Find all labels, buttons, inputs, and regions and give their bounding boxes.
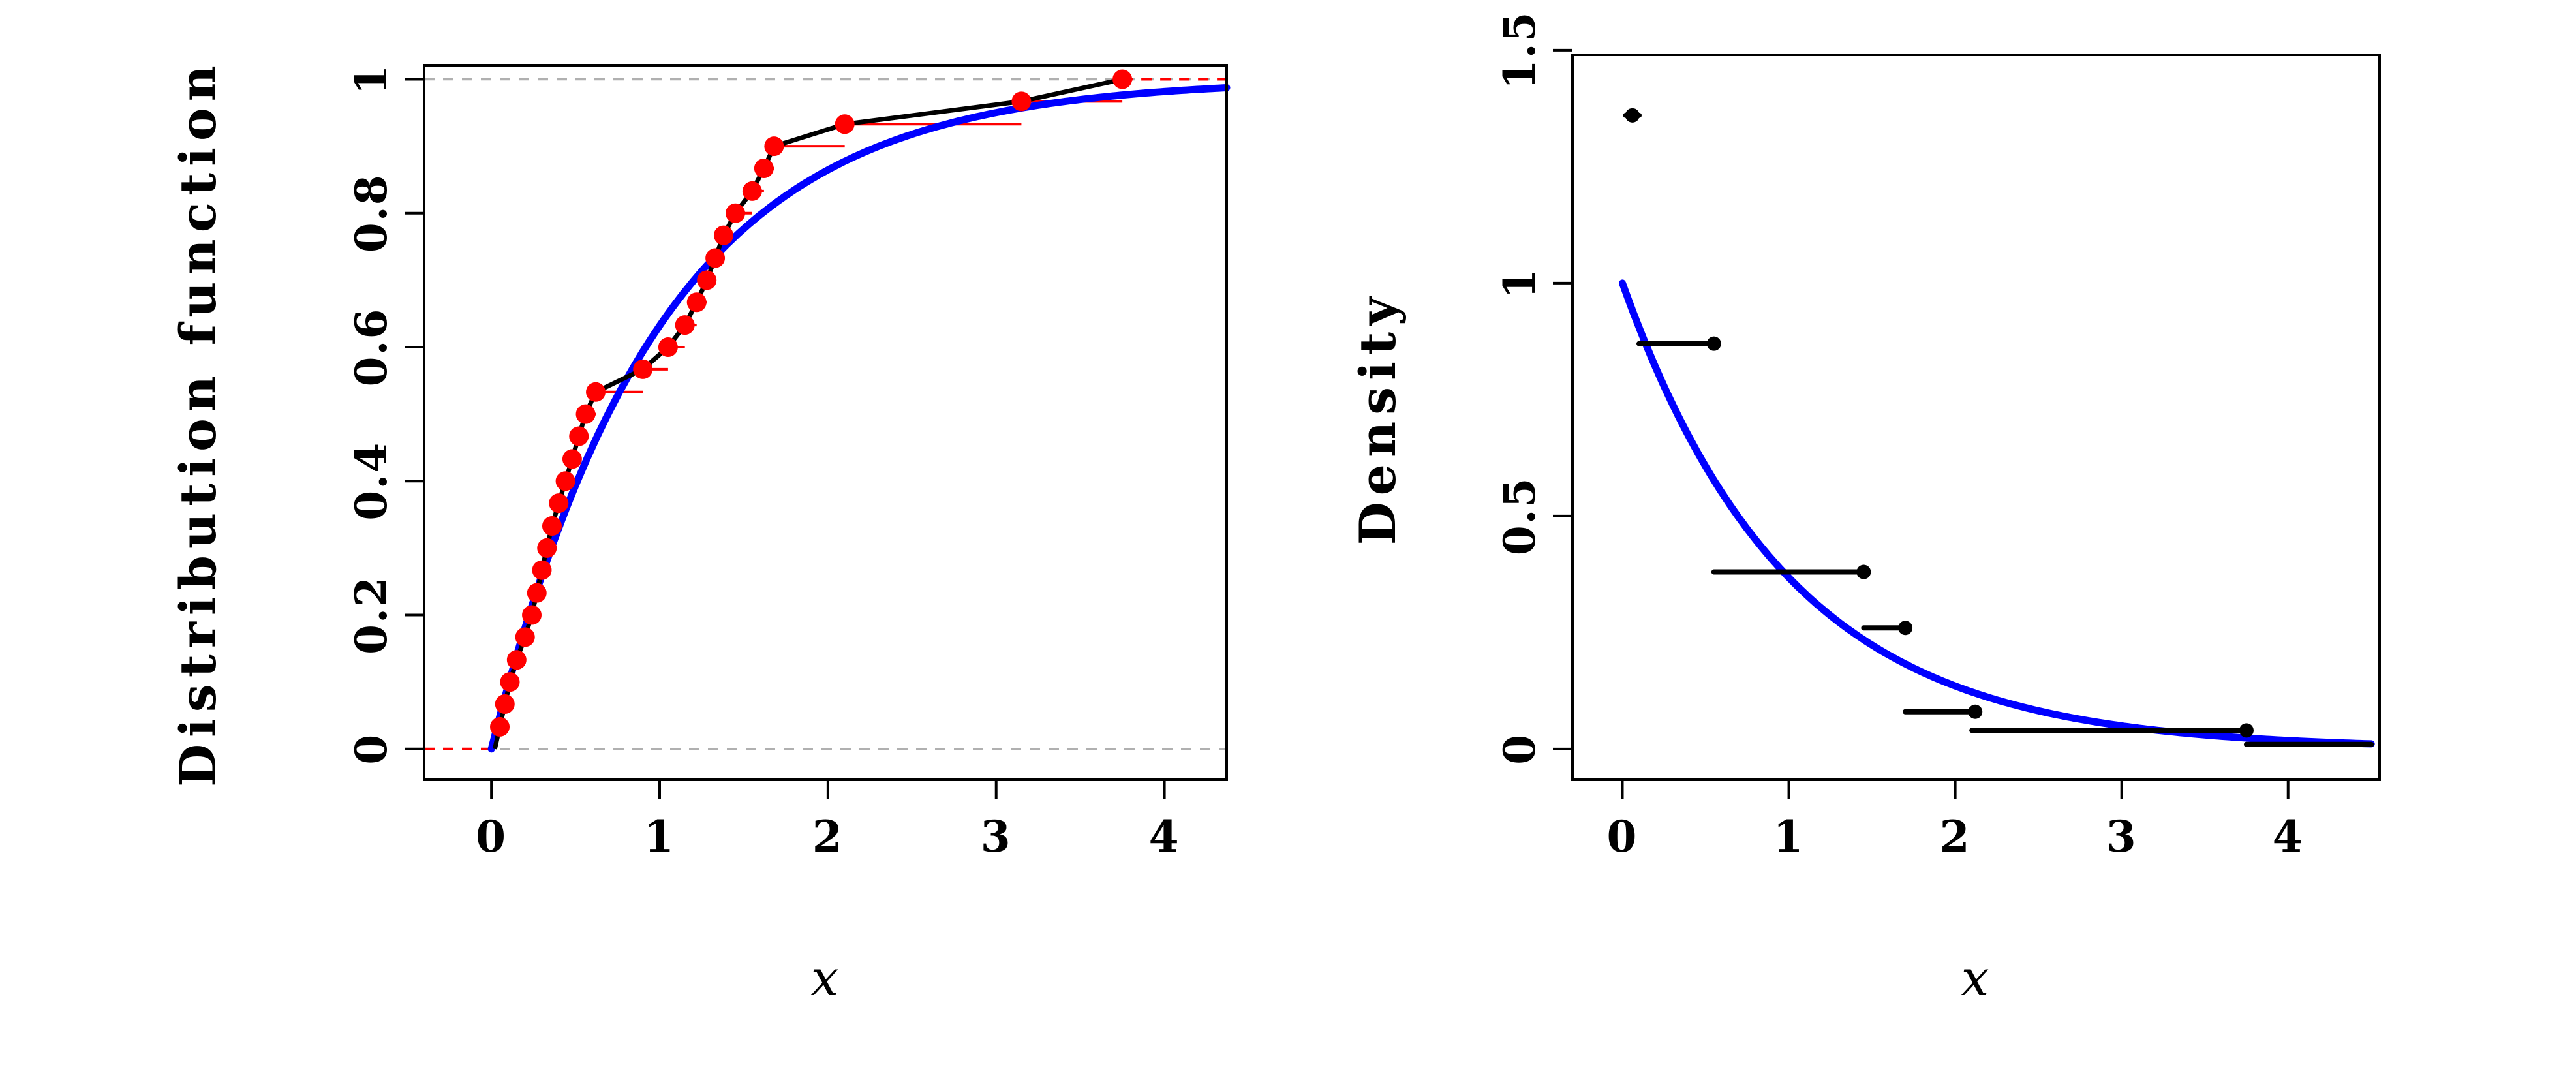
y-tick-label: 0.6 bbox=[346, 308, 397, 387]
right-y-axis-title: Density bbox=[1349, 290, 1407, 545]
ecdf-point bbox=[658, 337, 678, 358]
ecdf-point bbox=[1011, 91, 1032, 112]
ecdf-point bbox=[495, 694, 515, 715]
ecdf-point bbox=[1112, 69, 1133, 89]
x-tick-label: 0 bbox=[1607, 811, 1638, 862]
ecdf-point bbox=[575, 404, 596, 424]
ecdf-point bbox=[742, 181, 762, 201]
x-tick-label: 4 bbox=[2273, 811, 2304, 862]
left-y-axis-title: Distribution function bbox=[169, 59, 227, 787]
ecdf-point bbox=[522, 605, 542, 625]
y-tick-label: 0.5 bbox=[1494, 476, 1545, 555]
ecdf-point bbox=[713, 225, 733, 245]
histogram-density-dot bbox=[2239, 723, 2254, 738]
density-panel: 0 1 2 3 4 0 0.5 1 1.5 bbox=[1494, 10, 2381, 862]
ecdf-point bbox=[764, 136, 784, 157]
left-x-axis-title: x bbox=[811, 949, 840, 1007]
ecdf-point bbox=[527, 583, 547, 603]
ecdf-point bbox=[537, 538, 557, 558]
ecdf-point bbox=[515, 627, 535, 647]
ecdf-point bbox=[586, 382, 606, 402]
ecdf-point bbox=[633, 359, 653, 379]
y-tick-label: 1.5 bbox=[1494, 10, 1545, 89]
y-tick-label: 0.4 bbox=[346, 442, 397, 521]
plot-box bbox=[1571, 54, 2381, 781]
fitted-cdf-curve bbox=[487, 84, 1231, 753]
ecdf-point bbox=[562, 449, 582, 469]
x-tick-label: 1 bbox=[644, 811, 675, 862]
ecdf-point bbox=[555, 471, 575, 491]
histogram-density-dot bbox=[1706, 336, 1721, 351]
x-tick-label: 3 bbox=[981, 811, 1012, 862]
distribution-function-panel: 0 1 2 3 4 0 0.2 0.4 0.6 0.8 1 bbox=[346, 64, 1231, 862]
plot-box bbox=[423, 64, 1228, 781]
ecdf-point bbox=[686, 292, 707, 313]
ecdf-point bbox=[754, 159, 774, 179]
x-tick-label: 1 bbox=[1773, 811, 1805, 862]
x-tick-label: 2 bbox=[812, 811, 844, 862]
ecdf-point bbox=[532, 560, 552, 580]
x-tick-label: 3 bbox=[2106, 811, 2138, 862]
y-tick-label: 0 bbox=[1494, 733, 1545, 765]
x-tick-label: 0 bbox=[476, 811, 507, 862]
ecdf-point bbox=[500, 672, 520, 692]
ecdf-point bbox=[569, 426, 589, 446]
y-tick-label: 0.2 bbox=[346, 576, 397, 654]
ecdf-point bbox=[697, 270, 717, 290]
ecdf-point bbox=[542, 516, 562, 536]
histogram-density-dot bbox=[1968, 704, 1983, 719]
right-x-axis-title: x bbox=[1961, 949, 1991, 1007]
ecdf-point bbox=[705, 248, 726, 268]
histogram-density-dot bbox=[1898, 621, 1913, 636]
y-tick-label: 1 bbox=[346, 64, 397, 95]
ecdf-point bbox=[506, 650, 527, 670]
ecdf-point bbox=[490, 716, 510, 737]
histogram-density-dot bbox=[1625, 108, 1640, 123]
x-tick-label: 4 bbox=[1149, 811, 1180, 862]
fitted-density-curve bbox=[1619, 279, 2375, 748]
ecdf-point bbox=[835, 114, 855, 134]
y-tick-label: 1 bbox=[1494, 268, 1545, 299]
ecdf-point bbox=[549, 493, 569, 514]
ecdf-point bbox=[726, 203, 746, 223]
histogram-density-dot bbox=[1856, 564, 1871, 579]
ecdf-point bbox=[675, 315, 695, 335]
y-tick-label: 0.8 bbox=[346, 174, 397, 253]
y-tick-label: 0 bbox=[346, 733, 397, 765]
x-tick-label: 2 bbox=[1940, 811, 1971, 862]
